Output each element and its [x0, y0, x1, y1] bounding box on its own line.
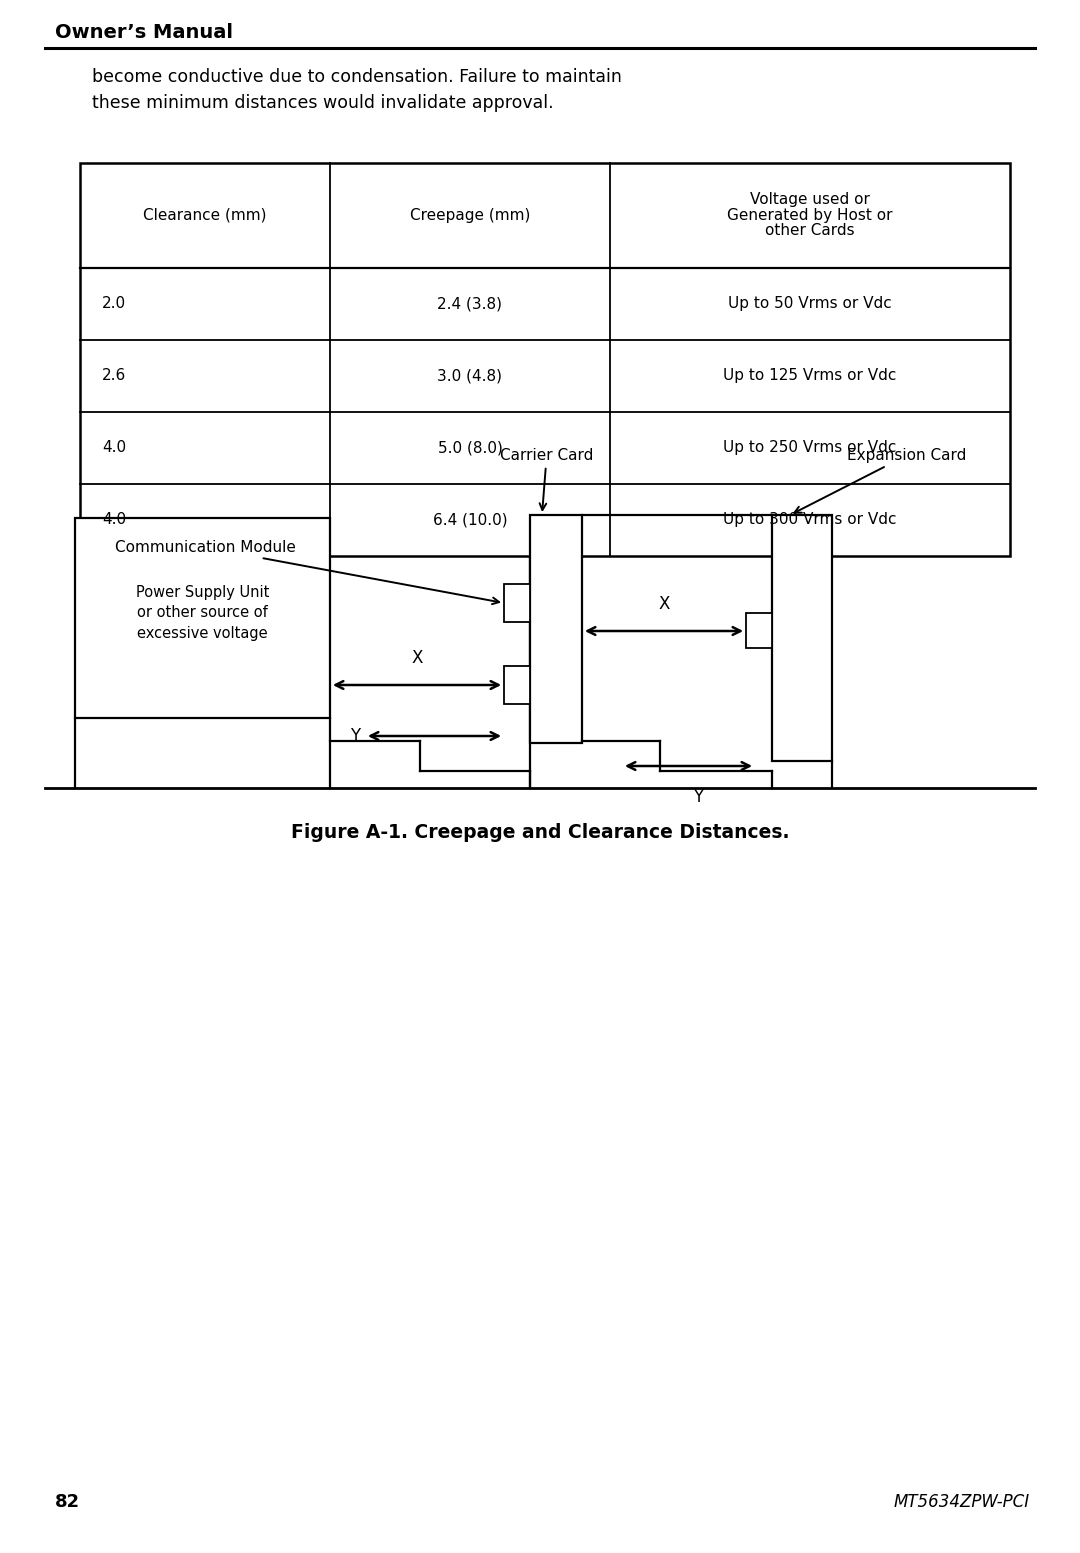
Text: 3.0 (4.8): 3.0 (4.8)	[437, 368, 502, 384]
Text: Owner’s Manual: Owner’s Manual	[55, 23, 233, 42]
Text: 2.0: 2.0	[102, 297, 126, 312]
Text: Figure A-1. Creepage and Clearance Distances.: Figure A-1. Creepage and Clearance Dista…	[291, 823, 789, 842]
Text: X: X	[659, 595, 670, 613]
Text: 5.0 (8.0): 5.0 (8.0)	[437, 441, 502, 455]
Text: Y: Y	[693, 787, 703, 806]
Text: become conductive due to condensation. Failure to maintain
these minimum distanc: become conductive due to condensation. F…	[92, 68, 622, 112]
Text: Carrier Card: Carrier Card	[500, 447, 593, 509]
Text: other Cards: other Cards	[766, 224, 854, 239]
Text: 6.4 (10.0): 6.4 (10.0)	[433, 512, 508, 528]
Text: Y: Y	[350, 727, 360, 745]
Text: Up to 300 Vrms or Vdc: Up to 300 Vrms or Vdc	[724, 512, 896, 528]
Text: Up to 50 Vrms or Vdc: Up to 50 Vrms or Vdc	[728, 297, 892, 312]
Text: MT5634ZPW-PCI: MT5634ZPW-PCI	[894, 1492, 1030, 1511]
Text: 4.0: 4.0	[102, 512, 126, 528]
Text: 2.6: 2.6	[102, 368, 126, 384]
Bar	[75, 519, 330, 717]
Text: Clearance (mm): Clearance (mm)	[144, 208, 267, 224]
Bar	[504, 584, 530, 623]
Text: X: X	[411, 649, 422, 666]
Text: 2.4 (3.8): 2.4 (3.8)	[437, 297, 502, 312]
Text: 82: 82	[55, 1492, 80, 1511]
Text: Voltage used or: Voltage used or	[751, 193, 869, 208]
Bar	[80, 163, 1010, 556]
Text: 4.0: 4.0	[102, 441, 126, 455]
Text: Up to 250 Vrms or Vdc: Up to 250 Vrms or Vdc	[724, 441, 896, 455]
Bar	[746, 613, 772, 649]
Text: Communication Module: Communication Module	[114, 540, 499, 604]
Text: Creepage (mm): Creepage (mm)	[409, 208, 530, 224]
Bar	[772, 516, 832, 761]
Bar	[504, 666, 530, 704]
Bar	[530, 516, 582, 742]
Text: Expansion Card: Expansion Card	[795, 447, 967, 512]
Text: Up to 125 Vrms or Vdc: Up to 125 Vrms or Vdc	[724, 368, 896, 384]
Text: Power Supply Unit
or other source of
excessive voltage: Power Supply Unit or other source of exc…	[136, 585, 269, 641]
Text: Generated by Host or: Generated by Host or	[727, 208, 893, 224]
